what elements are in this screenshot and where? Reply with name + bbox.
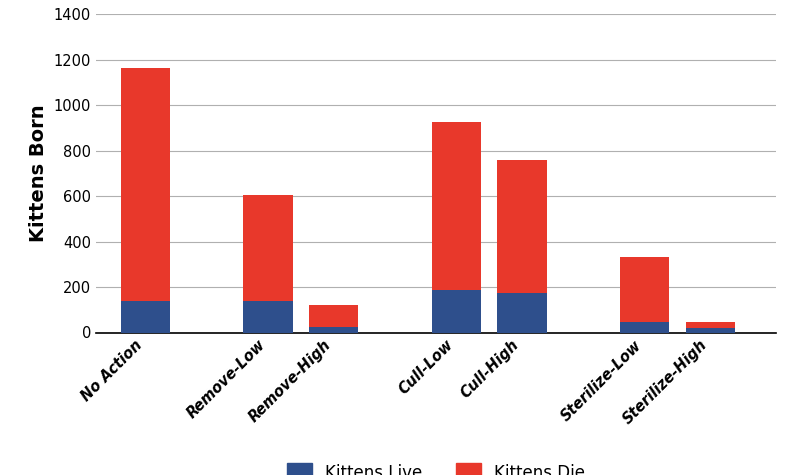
Y-axis label: Kittens Born: Kittens Born — [30, 104, 48, 242]
Bar — [432, 290, 481, 332]
Bar — [686, 322, 735, 328]
Bar — [498, 293, 546, 332]
Bar — [309, 327, 358, 332]
Bar — [620, 257, 670, 322]
Bar — [121, 67, 170, 301]
Bar — [309, 305, 358, 327]
Legend: Kittens Live, Kittens Die: Kittens Live, Kittens Die — [280, 456, 592, 475]
Bar — [121, 301, 170, 332]
Bar — [432, 122, 481, 290]
Bar — [686, 328, 735, 332]
Bar — [498, 160, 546, 293]
Bar — [620, 322, 670, 332]
Bar — [243, 301, 293, 332]
Bar — [243, 195, 293, 301]
